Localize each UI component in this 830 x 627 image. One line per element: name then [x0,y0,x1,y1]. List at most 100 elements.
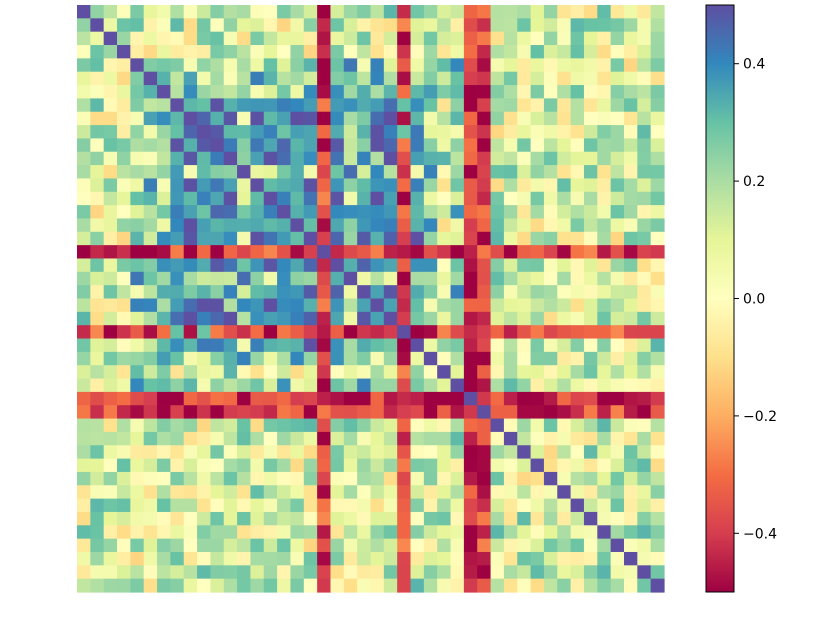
heatmap-cell [570,5,585,19]
colorbar-tick-label: −0.4 [743,526,777,542]
heatmap-cell [463,85,478,99]
heatmap-cell [330,338,345,353]
heatmap-cell [77,71,91,86]
heatmap-cell [170,538,185,553]
heatmap-cell [637,551,652,566]
heatmap-cell [650,298,665,313]
heatmap-cell [530,378,545,393]
heatmap-cell [650,498,665,513]
heatmap-cell [477,191,492,206]
heatmap-cell [290,338,305,353]
heatmap-cell [237,471,252,486]
heatmap-cell [250,391,265,406]
heatmap-cell [623,85,638,99]
heatmap-cell [290,178,305,193]
heatmap-cell [343,351,358,366]
heatmap-cell [103,538,118,553]
heatmap-cell [637,111,652,126]
heatmap-cell [263,511,278,526]
heatmap-cell [143,98,158,113]
heatmap-cell [543,298,558,313]
heatmap-cell [437,18,452,33]
heatmap-cell [570,231,585,246]
heatmap-cell [343,511,358,526]
heatmap-cell [530,18,545,33]
heatmap-cell [183,138,198,153]
heatmap-cell [250,325,265,340]
heatmap-cell [437,111,452,126]
heatmap-cell [490,138,505,153]
heatmap-cell [303,231,318,246]
heatmap-cell [263,405,278,420]
heatmap-cell [223,31,238,46]
heatmap-cell [570,338,585,353]
heatmap-cell [463,165,478,180]
heatmap-cell [517,191,532,206]
heatmap-cell [223,191,238,206]
heatmap-cell [463,405,478,420]
heatmap-cell [263,231,278,246]
heatmap-cell [210,98,225,113]
heatmap-cell [103,431,118,446]
heatmap-cell [610,431,625,446]
heatmap-cell [223,405,238,420]
heatmap-cell [143,151,158,166]
heatmap-cell [290,298,305,313]
heatmap-cell [330,5,345,19]
heatmap-cell [197,125,212,140]
heatmap-cell [503,525,518,540]
heatmap-cell [557,391,572,406]
heatmap-cell [303,71,318,86]
heatmap-cell [330,498,345,513]
heatmap-cell [517,178,532,193]
heatmap-cell [77,111,91,126]
heatmap-cell [570,578,585,593]
heatmap-cell [570,125,585,140]
heatmap-cell [383,498,398,513]
heatmap-cell [650,218,665,233]
heatmap-cell [223,205,238,220]
heatmap-cell [463,71,478,86]
heatmap-cell [637,71,652,86]
heatmap-cell [90,431,105,446]
heatmap-cell [130,231,145,246]
heatmap-cell [437,445,452,460]
heatmap-cell [210,71,225,86]
heatmap-cell [610,191,625,206]
heatmap-cell [330,351,345,366]
heatmap-cell [210,45,225,59]
heatmap-cell [397,85,412,99]
heatmap-cell [237,418,252,433]
heatmap-cell [117,165,131,180]
heatmap-cell [437,285,452,300]
heatmap-cell [317,378,332,393]
heatmap-cell [290,151,305,166]
heatmap-cell [583,458,598,473]
heatmap-cell [490,418,505,433]
heatmap-cell [650,71,665,86]
heatmap-cell [650,31,665,46]
heatmap-cell [277,351,292,366]
heatmap-cell [357,445,372,460]
heatmap-cell [77,525,91,540]
heatmap-cell [183,258,198,273]
heatmap-cell [450,151,465,166]
heatmap-cell [277,165,292,180]
heatmap-cell [557,311,572,326]
heatmap-cell [303,565,318,580]
heatmap-cell [397,258,412,273]
heatmap-cell [477,285,492,300]
heatmap-cell [490,151,505,166]
heatmap-cell [103,525,118,540]
heatmap-cell [397,485,412,500]
heatmap-cell [490,271,505,286]
heatmap-cell [570,205,585,220]
heatmap-cell [143,431,158,446]
heatmap-cell [317,71,332,86]
heatmap-cell [423,551,438,566]
heatmap-cell [223,138,238,153]
heatmap-cell [477,298,492,313]
heatmap-cell [290,258,305,273]
heatmap-cell [223,471,238,486]
